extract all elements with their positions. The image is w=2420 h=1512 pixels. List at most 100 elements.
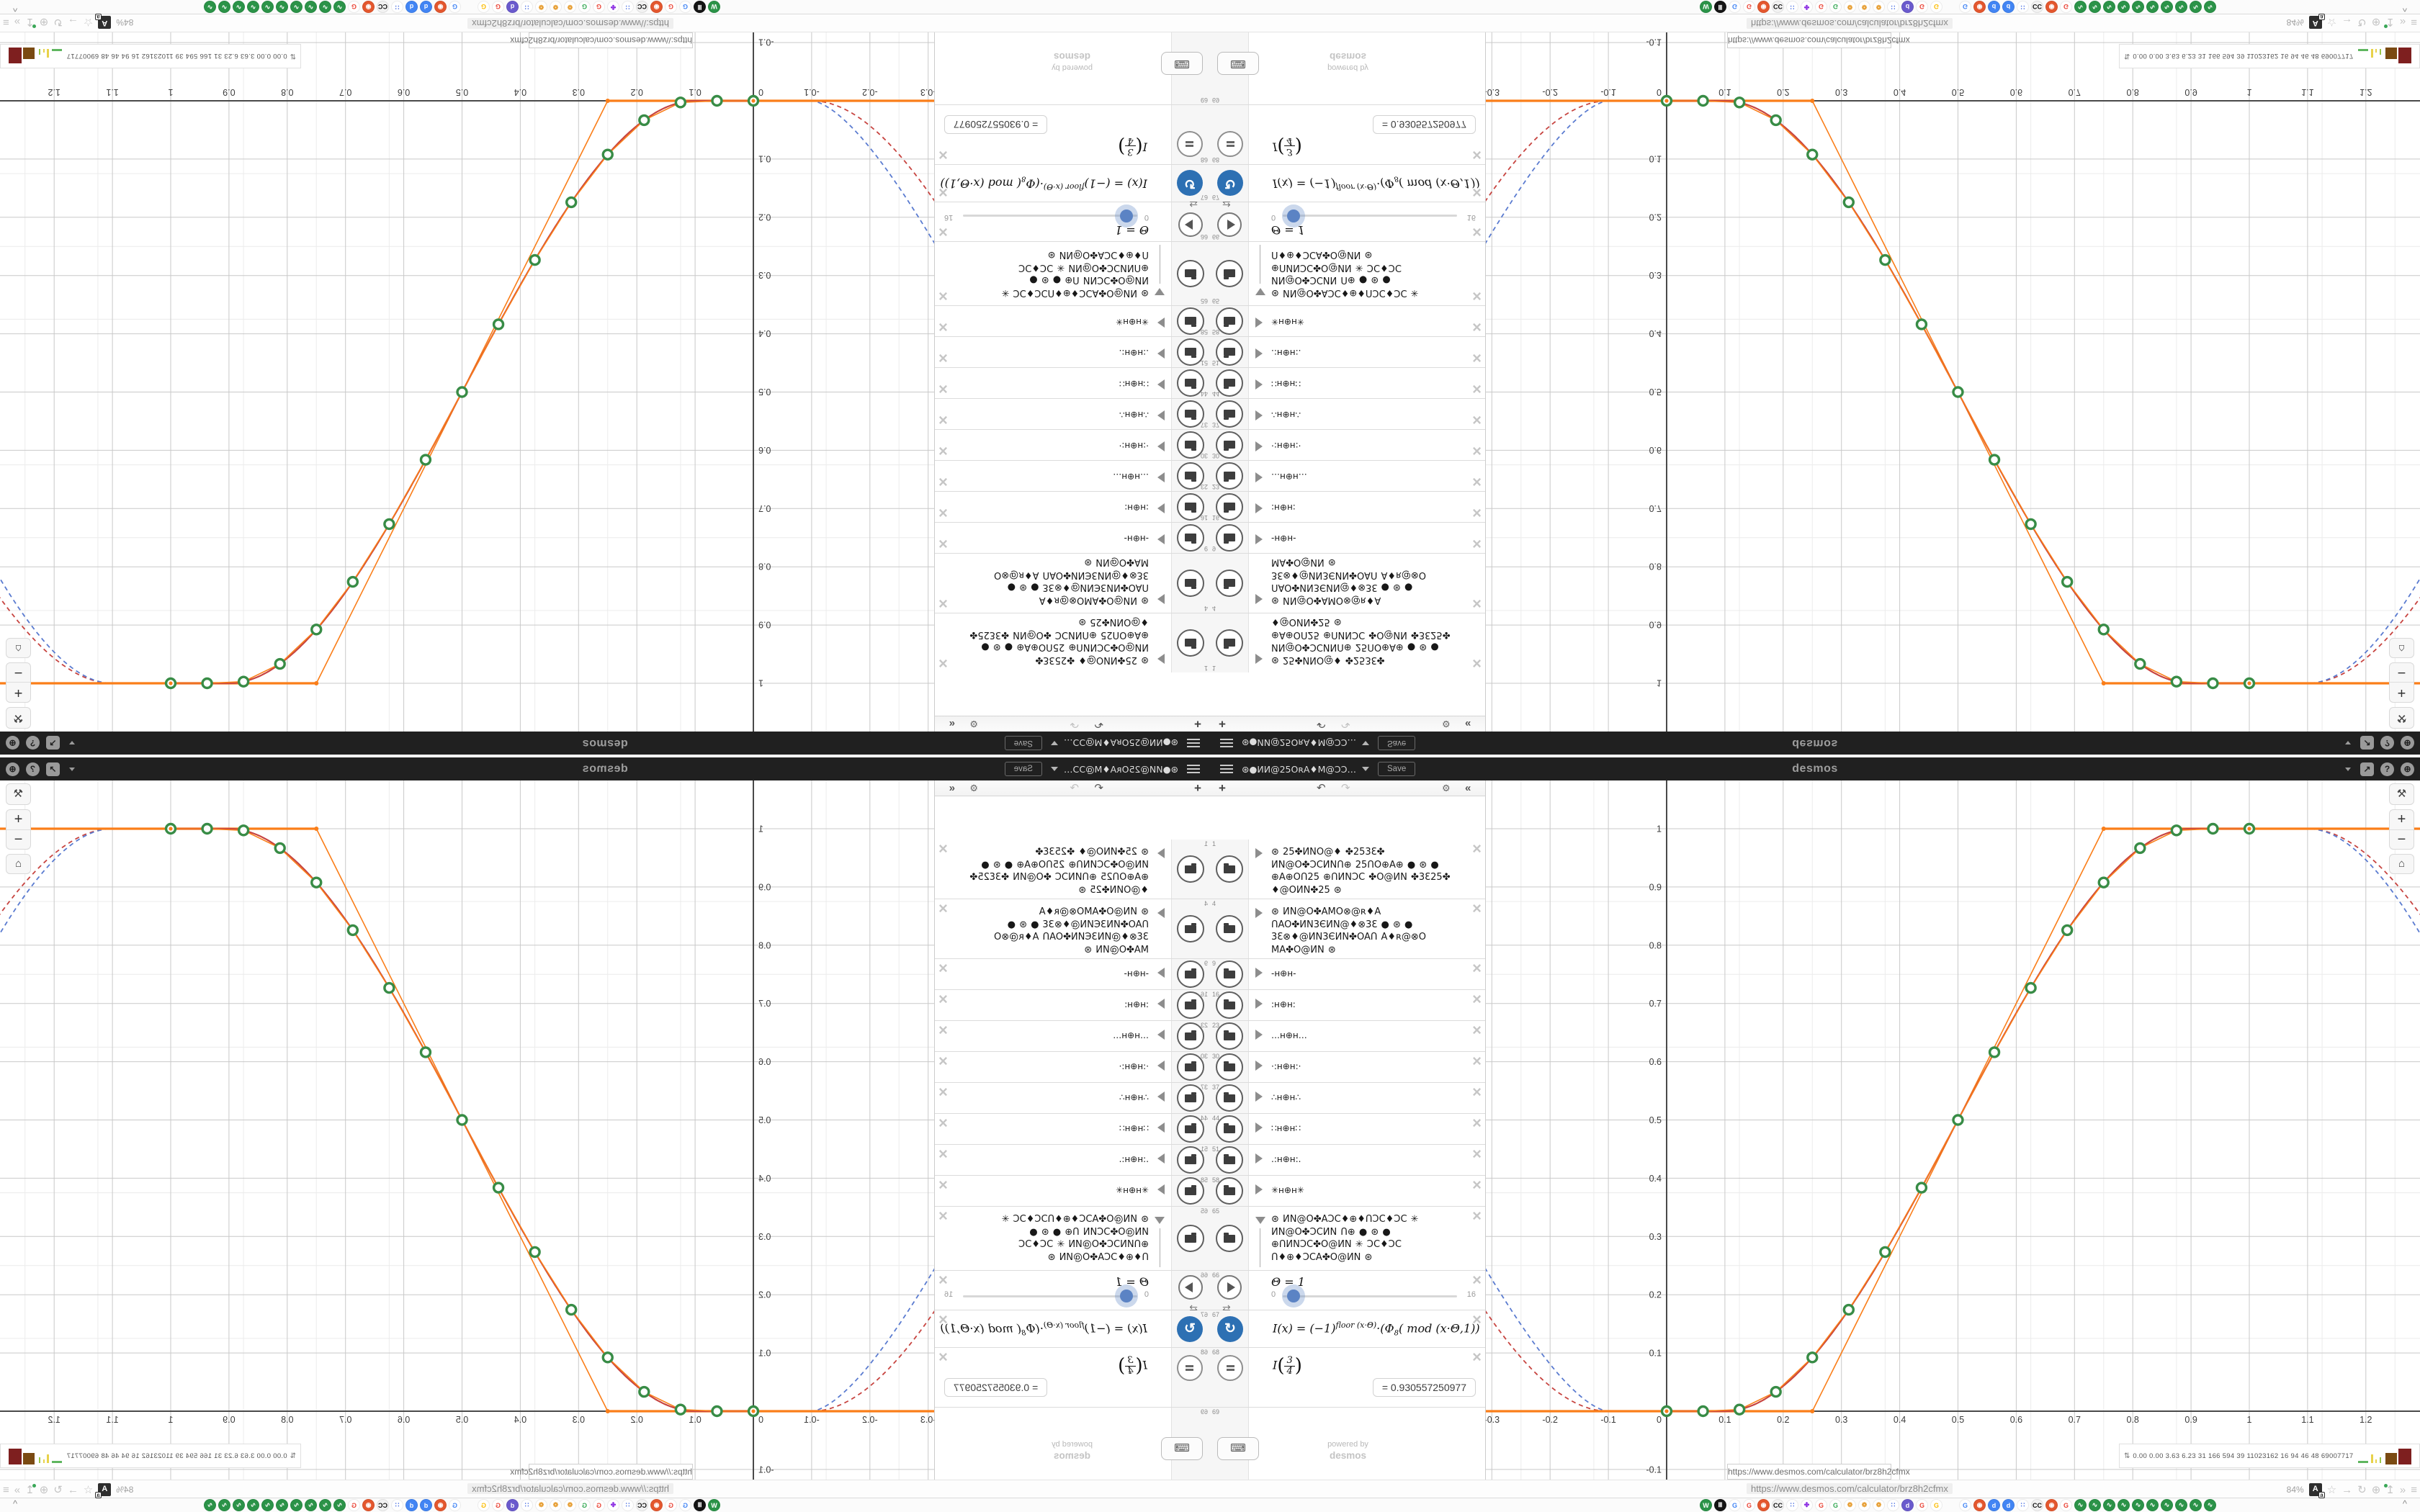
sample-point[interactable] [312, 625, 321, 634]
browser-url-bar[interactable]: https://www.desmos.com/calculator/brz8h2… [1210, 1480, 2420, 1498]
delete-row-icon[interactable]: × [1472, 147, 1482, 163]
folder-icon[interactable] [1177, 307, 1204, 335]
delete-row-icon[interactable]: × [938, 1022, 948, 1038]
expression-row-16[interactable]: 16:ʜ⊕ʜ:× [1210, 491, 1486, 522]
bookmark-favicon[interactable]: d [506, 1499, 519, 1511]
bookmark-favicon[interactable]: ∿ [290, 1499, 302, 1511]
slider-max-label[interactable]: 16 [944, 213, 953, 222]
row-content[interactable]: ✳ʜ⊕ʜ✳× [1250, 306, 1486, 336]
bookmark-favicon[interactable]: ◉ [2045, 1, 2058, 13]
bookmark-favicon[interactable]: G [1959, 1499, 1971, 1511]
expression-style-icon[interactable]: ↻ [1177, 1316, 1203, 1342]
zoom-out-button[interactable]: − [6, 830, 30, 850]
bookmark-favicon[interactable]: d [420, 1, 432, 13]
row-gutter[interactable]: 68 [1210, 105, 1249, 164]
sample-point[interactable] [348, 925, 357, 935]
bookmark-favicon[interactable]: W [1700, 1499, 1712, 1511]
save-button[interactable]: Save [1378, 736, 1415, 750]
sample-point[interactable] [1808, 150, 1817, 159]
undo-button[interactable]: ↶ [1094, 716, 1103, 732]
expand-folder-icon[interactable] [1157, 594, 1165, 604]
delete-row-icon[interactable]: × [1472, 1312, 1482, 1328]
redo-button[interactable]: ↷ [1070, 780, 1079, 796]
share-icon[interactable]: ↗ [2360, 737, 2374, 750]
folder-title[interactable]: …ʜ⊕ʜ… [959, 470, 1149, 483]
expand-folder-icon[interactable] [1157, 1184, 1165, 1194]
slider-play-button[interactable] [1217, 1275, 1242, 1300]
row-content[interactable]: ∷ʜ⊕ʜ∷× [1250, 368, 1486, 398]
row-gutter[interactable]: 23 [1210, 461, 1249, 491]
slider-play-button[interactable] [1178, 212, 1203, 237]
zoom-in-button[interactable]: + [6, 683, 30, 702]
folder-title[interactable]: ⊛ ИN@O✤AMO⊗@ʀ♦A ՈAO✤ИN3ЄИN@♦⊗3Ɛ ● ⊛ ● 3Ɛ… [1271, 906, 1461, 956]
row-gutter[interactable]: 37 [1210, 1083, 1249, 1113]
folder-icon[interactable] [1177, 915, 1204, 942]
translate-icon[interactable]: A [98, 1483, 111, 1496]
row-gutter[interactable]: 1 [1171, 613, 1210, 672]
row-gutter[interactable]: 23 [1171, 461, 1210, 491]
graph-settings-wrench-icon[interactable]: ⚒ [2389, 707, 2414, 729]
equation-text[interactable]: I(x) = (−1)floor (x·Θ)·(Φ8( mod (x·Θ,1))… [936, 174, 1147, 192]
graph-paper[interactable]: -0.3-0.2-0.100.10.20.30.40.50.60.70.80.9… [1486, 780, 2420, 1512]
folder-title[interactable]: ⊛ 25✤ИNO@♦ ✤253Ɛ✤ ИN@O✤ƆCИNՈ⊕ 25ՈO⊕A⊕ ● … [1271, 846, 1461, 896]
folder-icon[interactable] [1216, 1225, 1243, 1252]
expression-row-51[interactable]: 51.:ʜ⊕ʜ:.× [934, 336, 1210, 367]
bookmark-favicon[interactable]: G [1829, 1499, 1842, 1511]
graph-paper[interactable]: -0.3-0.2-0.100.10.20.30.40.50.60.70.80.9… [0, 780, 934, 1512]
folder-icon[interactable] [1216, 431, 1243, 459]
sample-point[interactable] [1990, 455, 1999, 464]
row-content[interactable]: :ʜ⊕ʜ:× [934, 492, 1170, 522]
row-content[interactable]: .:ʜ⊕ʜ:.× [1250, 337, 1486, 367]
bookmark-favicon[interactable]: CC [2031, 1, 2043, 13]
delete-row-icon[interactable]: × [938, 184, 948, 200]
folder-title[interactable]: ⊛ 25✤ИNO@♦ ✤253Ɛ✤ ИN@O✤ƆCИNՈ⊕ 25ՈO⊕A⊕ ● … [959, 846, 1149, 896]
expand-folder-icon[interactable] [1157, 441, 1165, 451]
sample-point[interactable] [1917, 1183, 1926, 1192]
reload-icon[interactable]: ↻ [2357, 16, 2367, 29]
expand-folder-icon[interactable] [1255, 318, 1263, 328]
translate-icon[interactable]: A [2309, 16, 2322, 29]
bookmark-favicon[interactable]: ✤ [1801, 1, 1813, 13]
bookmark-favicon[interactable] [463, 1, 475, 13]
delete-row-icon[interactable]: × [1472, 841, 1482, 857]
folder-icon[interactable] [1177, 462, 1204, 490]
row-gutter[interactable]: 67↻ [1171, 1310, 1210, 1347]
bookmark-favicon[interactable]: G [348, 1, 360, 13]
sample-point[interactable] [712, 96, 722, 106]
row-content[interactable]: I(x) = (−1)floor (x·Θ)·(Φ8( mod (x·Θ,1))… [934, 1310, 1170, 1347]
bookmark-favicon[interactable]: G [665, 1499, 677, 1511]
expression-row-23[interactable]: 23…ʜ⊕ʜ…× [1210, 460, 1486, 491]
sample-point[interactable] [603, 150, 612, 159]
expression-row-1[interactable]: 1⊛ 25✤ИNO@♦ ✤253Ɛ✤ ИN@O✤ƆCИNՈ⊕ 25ՈO⊕A⊕ ●… [1210, 840, 1486, 899]
folder-title[interactable]: .:ʜ⊕ʜ:. [1271, 1153, 1461, 1166]
extension-icon[interactable]: ↥ [2385, 1483, 2395, 1496]
bookmark-favicon[interactable]: ∿ [233, 1, 245, 13]
row-gutter[interactable]: 30 [1171, 430, 1210, 460]
row-gutter[interactable]: 9 [1171, 959, 1210, 989]
graph-settings-wrench-icon[interactable]: ⚒ [2389, 783, 2414, 805]
expression-row-16[interactable]: 16:ʜ⊕ʜ:× [1210, 990, 1486, 1021]
row-content[interactable]: ⊛ 25✤ИNO@♦ ✤253Ɛ✤ ИN@O✤ƆCИNՈ⊕ 25ՈO⊕A⊕ ● … [934, 613, 1170, 672]
folder-title[interactable]: ✳ʜ⊕ʜ✳ [959, 315, 1149, 328]
bookmark-favicon[interactable]: Ⅲ [694, 1499, 706, 1511]
row-gutter[interactable]: 67↻ [1210, 165, 1249, 202]
bookmark-favicon[interactable]: ∿ [2074, 1, 2087, 13]
bookmark-favicon[interactable]: CC [1772, 1, 1784, 13]
row-gutter[interactable]: 68 [1171, 105, 1210, 164]
row-content[interactable]: :ʜ⊕ʜ:× [934, 990, 1170, 1020]
folder-icon[interactable] [1177, 260, 1204, 287]
bookmark-favicon[interactable]: ∿ [2074, 1499, 2087, 1511]
folder-title[interactable]: .:ʜ⊕ʜ:. [959, 1153, 1149, 1166]
folder-title[interactable]: .:ʜ⊕ʜ:. [1271, 346, 1461, 359]
expression-row-4[interactable]: 4⊛ ИN@O✤AMO⊗@ʀ♦A ՈAO✤ИN3ЄИN@♦⊗3Ɛ ● ⊛ ● 3… [1210, 899, 1486, 959]
bookmark-favicon[interactable]: ❁ [1844, 1, 1856, 13]
delete-row-icon[interactable]: × [938, 224, 948, 240]
globe-icon[interactable]: ⊕ [6, 762, 19, 776]
expression-row-9[interactable]: 9-ʜ⊕ʜ-× [934, 522, 1210, 553]
delete-row-icon[interactable]: × [1472, 1349, 1482, 1365]
bookmark-favicon[interactable]: G [593, 1, 605, 13]
overflow-chevron-icon[interactable]: » [14, 1484, 20, 1496]
row-gutter[interactable]: 9 [1171, 523, 1210, 553]
expand-folder-icon[interactable] [1255, 441, 1263, 451]
sample-point[interactable] [2136, 843, 2145, 852]
